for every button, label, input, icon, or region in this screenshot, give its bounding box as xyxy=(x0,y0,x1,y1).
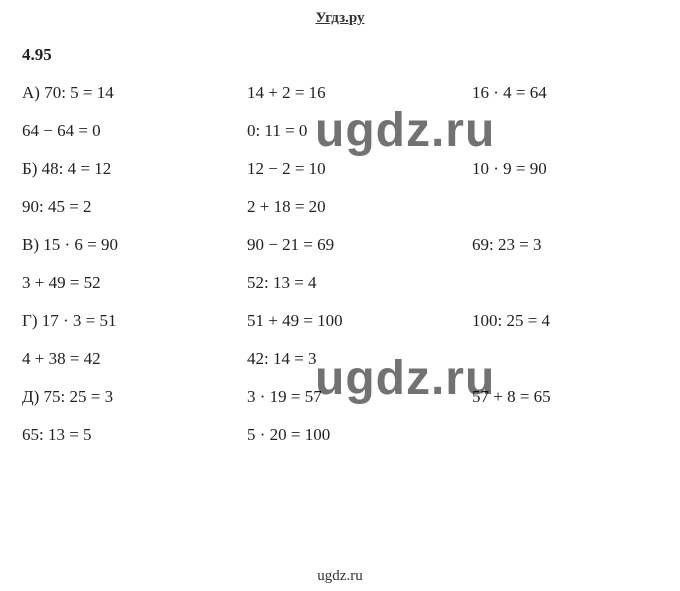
eq-cell: 14 + 2 = 16 xyxy=(247,83,472,103)
table-row: 90: 45 = 2 2 + 18 = 20 xyxy=(22,197,658,217)
eq-cell: 69: 23 = 3 xyxy=(472,235,658,255)
eq-cell xyxy=(472,121,658,141)
eq-cell: 5 · 20 = 100 xyxy=(247,425,472,445)
table-row: Д) 75: 25 = 3 3 · 19 = 57 57 + 8 = 65 xyxy=(22,387,658,407)
exercise-number: 4.95 xyxy=(22,45,658,65)
eq-cell: 64 − 64 = 0 xyxy=(22,121,247,141)
eq-cell: 42: 14 = 3 xyxy=(247,349,472,369)
eq-cell: 10 · 9 = 90 xyxy=(472,159,658,179)
header-link: Угдз.ру xyxy=(315,10,364,26)
page-header: Угдз.ру xyxy=(0,0,680,27)
eq-cell: В) 15 · 6 = 90 xyxy=(22,235,247,255)
eq-cell: 2 + 18 = 20 xyxy=(247,197,472,217)
table-row: А) 70: 5 = 14 14 + 2 = 16 16 · 4 = 64 xyxy=(22,83,658,103)
eq-cell: 57 + 8 = 65 xyxy=(472,387,658,407)
eq-cell xyxy=(472,349,658,369)
eq-cell: 3 + 49 = 52 xyxy=(22,273,247,293)
eq-cell xyxy=(472,197,658,217)
eq-cell: 0: 11 = 0 xyxy=(247,121,472,141)
eq-cell: 90 − 21 = 69 xyxy=(247,235,472,255)
eq-cell: 52: 13 = 4 xyxy=(247,273,472,293)
table-row: 4 + 38 = 42 42: 14 = 3 xyxy=(22,349,658,369)
eq-cell: 65: 13 = 5 xyxy=(22,425,247,445)
eq-cell xyxy=(472,425,658,445)
eq-cell: 51 + 49 = 100 xyxy=(247,311,472,331)
table-row: 3 + 49 = 52 52: 13 = 4 xyxy=(22,273,658,293)
eq-cell: 16 · 4 = 64 xyxy=(472,83,658,103)
eq-cell: 3 · 19 = 57 xyxy=(247,387,472,407)
table-row: Б) 48: 4 = 12 12 − 2 = 10 10 · 9 = 90 xyxy=(22,159,658,179)
eq-cell: 4 + 38 = 42 xyxy=(22,349,247,369)
table-row: Г) 17 · 3 = 51 51 + 49 = 100 100: 25 = 4 xyxy=(22,311,658,331)
eq-cell: Г) 17 · 3 = 51 xyxy=(22,311,247,331)
content: 4.95 А) 70: 5 = 14 14 + 2 = 16 16 · 4 = … xyxy=(0,27,680,445)
eq-cell: Д) 75: 25 = 3 xyxy=(22,387,247,407)
eq-cell: Б) 48: 4 = 12 xyxy=(22,159,247,179)
eq-cell: А) 70: 5 = 14 xyxy=(22,83,247,103)
eq-cell xyxy=(472,273,658,293)
table-row: 64 − 64 = 0 0: 11 = 0 xyxy=(22,121,658,141)
table-row: 65: 13 = 5 5 · 20 = 100 xyxy=(22,425,658,445)
eq-cell: 12 − 2 = 10 xyxy=(247,159,472,179)
eq-cell: 100: 25 = 4 xyxy=(472,311,658,331)
eq-cell: 90: 45 = 2 xyxy=(22,197,247,217)
footer-watermark: ugdz.ru xyxy=(0,568,680,585)
table-row: В) 15 · 6 = 90 90 − 21 = 69 69: 23 = 3 xyxy=(22,235,658,255)
